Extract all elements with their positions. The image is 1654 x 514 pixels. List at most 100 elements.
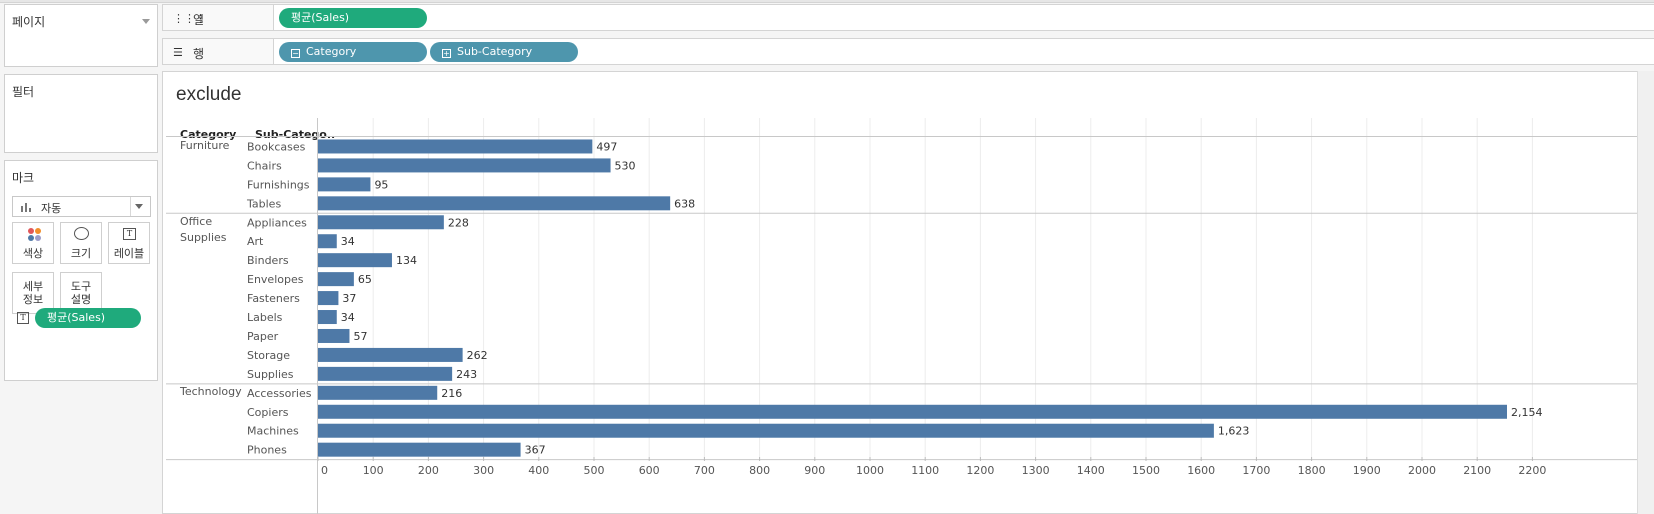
bar (318, 404, 1507, 419)
x-tick-label: 1900 (1353, 464, 1381, 477)
x-tick-label: 900 (804, 464, 825, 477)
bar-value-label: 262 (467, 349, 488, 362)
chevron-down-icon[interactable] (142, 19, 150, 24)
x-tick-label: 700 (694, 464, 715, 477)
sub-category-label: Phones (247, 444, 287, 457)
mark-type-label: 자동 (41, 202, 62, 215)
filters-panel[interactable]: 필터 (4, 74, 158, 153)
bar (318, 272, 354, 287)
pages-panel[interactable]: 페이지 (4, 4, 158, 67)
tooltip-button-label: 도구 설명 (70, 280, 92, 306)
detail-button[interactable]: 세부 정보 (12, 272, 54, 314)
x-tick-label: 500 (583, 464, 604, 477)
collapse-icon: − (291, 49, 300, 58)
sheet-title: exclude (176, 84, 242, 105)
bar-value-label: 57 (353, 330, 367, 343)
sub-category-label: Art (247, 235, 264, 248)
x-tick-label: 100 (363, 464, 384, 477)
bar-value-label: 2,154 (1511, 406, 1543, 419)
x-tick-label: 1500 (1132, 464, 1160, 477)
bar-value-label: 530 (615, 159, 636, 172)
bar (318, 234, 337, 249)
sub-category-label: Tables (246, 197, 281, 210)
sub-category-label: Labels (247, 311, 283, 324)
chevron-down-icon[interactable] (130, 197, 146, 216)
text-label-icon: T (123, 228, 136, 240)
bar-chart-icon (21, 202, 33, 212)
worksheet-view[interactable]: exclude Category Sub-Catego.. Furniture O… (162, 71, 1654, 514)
view-scrollbar[interactable] (1637, 71, 1654, 514)
columns-shelf-header: ⋮⋮⋮ 열 (163, 5, 274, 30)
bar (318, 385, 438, 400)
rows-icon: ☰ (173, 46, 183, 59)
filters-panel-title: 필터 (12, 85, 35, 99)
mark-type-dropdown[interactable]: 자동 (12, 196, 151, 217)
sub-category-label: Envelopes (247, 273, 304, 286)
rows-shelf-header: ☰ 행 (163, 39, 274, 64)
columns-shelf[interactable]: ⋮⋮⋮ 열 평균(Sales) (162, 4, 1654, 31)
bar (318, 291, 339, 306)
sub-category-label: Furnishings (247, 178, 310, 191)
x-tick-label: 0 (321, 464, 328, 477)
sub-category-row-pill[interactable]: + Sub-Category (430, 42, 578, 62)
x-tick-label: 2000 (1408, 464, 1436, 477)
category-row-pill[interactable]: − Category (279, 42, 427, 62)
bar-value-label: 134 (396, 254, 417, 267)
category-label[interactable]: Office Supplies (180, 214, 227, 244)
sub-category-label: Appliances (247, 216, 307, 229)
bar (318, 423, 1214, 438)
bar-chart: Bookcases 497 Chairs 530 Furnishings 95 Tables… (166, 118, 1654, 514)
bar (318, 366, 453, 381)
bar (318, 196, 671, 211)
category-column-header[interactable]: Category (180, 128, 237, 141)
sub-category-label: Machines (247, 425, 299, 438)
label-button[interactable]: T 레이블 (108, 222, 150, 264)
bar-value-label: 65 (358, 273, 372, 286)
bar (318, 310, 337, 325)
color-dots-icon (26, 228, 42, 242)
size-button[interactable]: 크기 (60, 222, 102, 264)
bar-value-label: 638 (674, 197, 695, 210)
tooltip-button[interactable]: 도구 설명 (60, 272, 102, 314)
bar (318, 215, 444, 230)
columns-shelf-label: 열 (193, 13, 205, 27)
x-tick-label: 1200 (966, 464, 994, 477)
bar-value-label: 95 (374, 178, 388, 191)
bar-value-label: 34 (341, 311, 355, 324)
bar (318, 347, 463, 362)
x-tick-label: 1700 (1242, 464, 1270, 477)
rows-shelf-label: 행 (193, 47, 205, 61)
sub-category-label: Fasteners (247, 292, 300, 305)
bar (318, 139, 593, 154)
color-button-label: 색상 (22, 247, 44, 260)
category-label[interactable]: Technology (180, 385, 242, 399)
sub-category-label: Supplies (247, 368, 294, 381)
category-label[interactable]: Furniture (180, 139, 230, 152)
sub-category-label: Paper (247, 330, 279, 343)
category-pill-label: Category (306, 45, 357, 58)
sub-category-label: Storage (247, 349, 290, 362)
bar (318, 442, 521, 457)
avg-sales-label-pill[interactable]: 평균(Sales) (35, 308, 141, 328)
x-tick-label: 200 (418, 464, 439, 477)
sub-category-label: Accessories (247, 387, 312, 400)
x-tick-label: 300 (473, 464, 494, 477)
x-tick-label: 1800 (1298, 464, 1326, 477)
bar (318, 177, 371, 192)
color-button[interactable]: 색상 (12, 222, 54, 264)
avg-sales-column-pill[interactable]: 평균(Sales) (279, 8, 427, 28)
rows-shelf[interactable]: ☰ 행 − Category + Sub-Category (162, 38, 1654, 65)
x-tick-label: 600 (639, 464, 660, 477)
size-icon (74, 227, 89, 240)
x-tick-label: 1000 (856, 464, 884, 477)
x-tick-label: 1400 (1077, 464, 1105, 477)
sub-category-pill-label: Sub-Category (457, 45, 533, 58)
x-tick-label: 1300 (1022, 464, 1050, 477)
text-label-icon: T (17, 312, 29, 324)
sub-category-label: Bookcases (247, 140, 306, 153)
x-tick-label: 2200 (1518, 464, 1546, 477)
sheet-tab-strip[interactable] (0, 0, 1654, 3)
sub-category-column-header[interactable]: Sub-Catego.. (255, 128, 336, 141)
bar-value-label: 34 (341, 235, 355, 248)
